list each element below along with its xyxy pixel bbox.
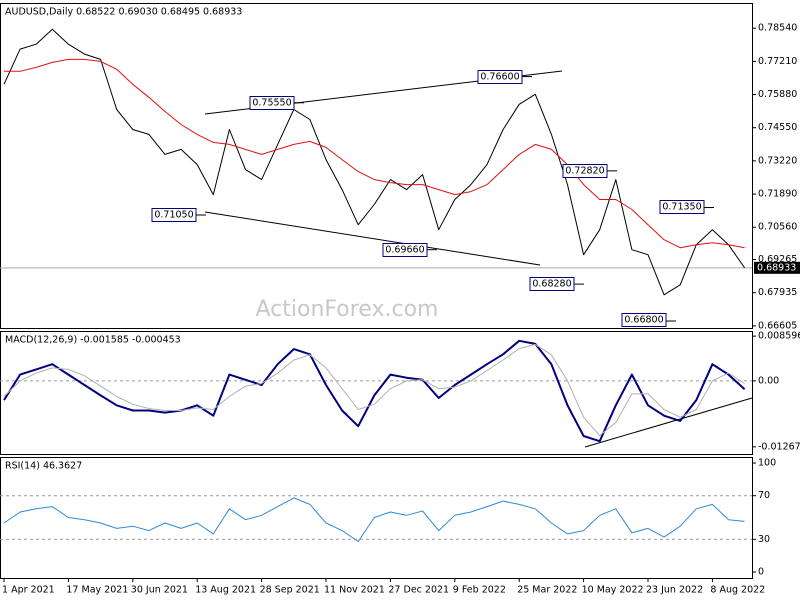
x-tick-label: 9 Feb 2022 — [453, 585, 506, 596]
annotation-box — [382, 243, 428, 257]
x-tick-label: 13 Aug 2021 — [195, 585, 256, 596]
annotation-label: 0.76600 — [480, 72, 519, 83]
y-tick-label: 0.00 — [758, 375, 779, 386]
annotation-label: 0.69660 — [385, 245, 424, 256]
annotation-label: 0.71350 — [662, 202, 701, 213]
y-tick-label: -0.01267 — [758, 441, 800, 452]
annotation-label: 0.72820 — [565, 166, 604, 177]
y-tick-label: 70 — [758, 490, 770, 501]
panel-title: RSI(14) 46.3627 — [5, 461, 82, 472]
y-tick-label: 0.008596 — [758, 331, 800, 342]
x-tick-label: 28 Sep 2021 — [260, 585, 320, 596]
y-tick-label: 100 — [758, 457, 776, 468]
x-tick-label: 8 Aug 2022 — [710, 585, 765, 596]
y-tick-label: 0.67935 — [758, 287, 797, 298]
trend-line — [204, 211, 541, 266]
panel-title: AUDUSD,Daily 0.68522 0.69030 0.68495 0.6… — [5, 7, 242, 18]
x-tick-label: 11 Nov 2021 — [324, 585, 385, 596]
last-price-box — [754, 261, 800, 274]
annotation-box — [249, 96, 295, 110]
annotation-box — [621, 313, 667, 327]
annotation-label: 0.71050 — [154, 210, 193, 221]
x-tick-label: 1 Apr 2021 — [2, 585, 55, 596]
panel-frame — [0, 457, 753, 579]
panel-frame — [0, 3, 753, 329]
panel-title: MACD(12,26,9) -0.001585 -0.000453 — [5, 335, 181, 346]
annotation-box — [477, 70, 523, 84]
y-tick-label: 0 — [758, 567, 764, 578]
trend-line — [584, 397, 753, 448]
y-tick-label: 0.73220 — [758, 155, 797, 166]
y-tick-label: 0.66605 — [758, 320, 797, 331]
y-tick-label: 0.74550 — [758, 122, 797, 133]
series-line — [4, 58, 745, 249]
last-price-label: 0.68933 — [757, 262, 796, 273]
series-line — [3, 343, 745, 436]
x-tick-label: 23 Jun 2022 — [646, 585, 703, 596]
annotation-box — [562, 164, 608, 178]
x-tick-label: 27 Dec 2021 — [388, 585, 449, 596]
x-tick-label: 10 May 2022 — [582, 585, 644, 596]
y-tick-label: 0.70560 — [758, 222, 797, 233]
x-tick-label: 30 Jun 2021 — [131, 585, 188, 596]
x-tick-label: 25 Mar 2022 — [517, 585, 577, 596]
annotation-label: 0.68280 — [532, 279, 571, 290]
annotation-label: 0.66800 — [624, 315, 663, 326]
y-tick-label: 0.71890 — [758, 189, 797, 200]
annotation-label: 0.75550 — [252, 98, 291, 109]
y-tick-label: 0.69265 — [758, 254, 797, 265]
y-tick-label: 0.75880 — [758, 89, 797, 100]
x-tick-label: 17 May 2021 — [66, 585, 128, 596]
y-tick-label: 30 — [758, 534, 770, 545]
watermark: ActionForex.com — [256, 297, 439, 322]
annotation-box — [659, 200, 705, 214]
y-tick-label: 0.78540 — [758, 23, 797, 34]
series-line — [3, 497, 745, 542]
annotation-box — [151, 208, 197, 222]
annotation-box — [529, 277, 575, 291]
series-line — [3, 339, 746, 443]
panel-frame — [0, 331, 753, 455]
y-tick-label: 0.77210 — [758, 56, 797, 67]
